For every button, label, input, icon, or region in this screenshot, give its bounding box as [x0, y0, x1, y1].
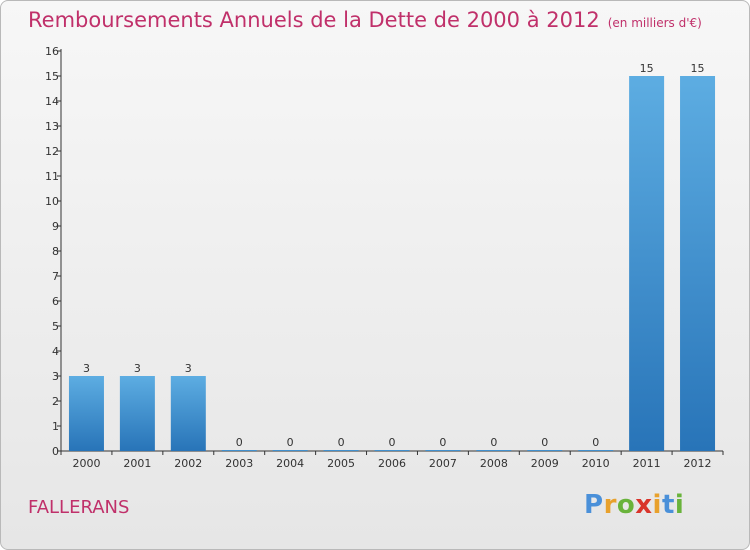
x-tick-label: 2012: [684, 457, 712, 470]
bar: [629, 76, 665, 451]
x-tick-label: 2011: [633, 457, 661, 470]
y-tick-label: 12: [45, 145, 59, 158]
chart-title-text: Remboursements Annuels de la Dette de 20…: [28, 8, 600, 32]
y-tick-label: 10: [45, 195, 59, 208]
y-tick-label: 8: [52, 245, 59, 258]
data-label: 15: [691, 62, 705, 75]
data-label: 3: [83, 362, 90, 375]
x-tick-label: 2009: [531, 457, 559, 470]
y-tick-label: 15: [45, 70, 59, 83]
chart-subtitle: (en milliers d'€): [607, 16, 702, 30]
data-label: 0: [490, 436, 497, 449]
bar: [680, 76, 716, 451]
y-tick-label: 7: [52, 270, 59, 283]
bar: [68, 376, 104, 451]
bar: [119, 376, 155, 451]
y-tick-label: 1: [52, 420, 59, 433]
bar: [578, 450, 614, 451]
bar: [323, 450, 359, 451]
y-tick-label: 0: [52, 445, 59, 458]
data-label: 0: [541, 436, 548, 449]
data-label: 0: [236, 436, 243, 449]
x-tick-label: 2004: [276, 457, 304, 470]
x-tick-label: 2000: [72, 457, 100, 470]
data-label: 3: [185, 362, 192, 375]
y-tick-label: 2: [52, 395, 59, 408]
x-tick-label: 2005: [327, 457, 355, 470]
chart-title: Remboursements Annuels de la Dette de 20…: [28, 8, 702, 32]
x-tick-label: 2010: [582, 457, 610, 470]
y-tick-label: 14: [45, 95, 59, 108]
data-label: 0: [592, 436, 599, 449]
data-label: 0: [439, 436, 446, 449]
commune-name: FALLERANS: [28, 497, 130, 518]
y-tick-label: 16: [45, 45, 59, 58]
bar: [527, 450, 563, 451]
x-tick-label: 2007: [429, 457, 457, 470]
y-tick-label: 4: [52, 345, 59, 358]
data-label: 0: [287, 436, 294, 449]
y-tick-label: 13: [45, 120, 59, 133]
bar: [425, 450, 461, 451]
bar: [272, 450, 308, 451]
data-label: 0: [338, 436, 345, 449]
data-label: 0: [389, 436, 396, 449]
x-tick-label: 2006: [378, 457, 406, 470]
bar: [170, 376, 206, 451]
x-tick-label: 2001: [123, 457, 151, 470]
y-tick-label: 11: [45, 170, 59, 183]
x-tick-label: 2003: [225, 457, 253, 470]
x-tick-label: 2008: [480, 457, 508, 470]
bar: [476, 450, 512, 451]
y-tick-label: 5: [52, 320, 59, 333]
y-tick-label: 3: [52, 370, 59, 383]
bar: [221, 450, 257, 451]
y-tick-label: 9: [52, 220, 59, 233]
x-tick-label: 2002: [174, 457, 202, 470]
proxiti-logo: Proxiti: [584, 490, 685, 520]
data-label: 3: [134, 362, 141, 375]
data-label: 15: [640, 62, 654, 75]
y-tick-label: 6: [52, 295, 59, 308]
bar: [374, 450, 410, 451]
